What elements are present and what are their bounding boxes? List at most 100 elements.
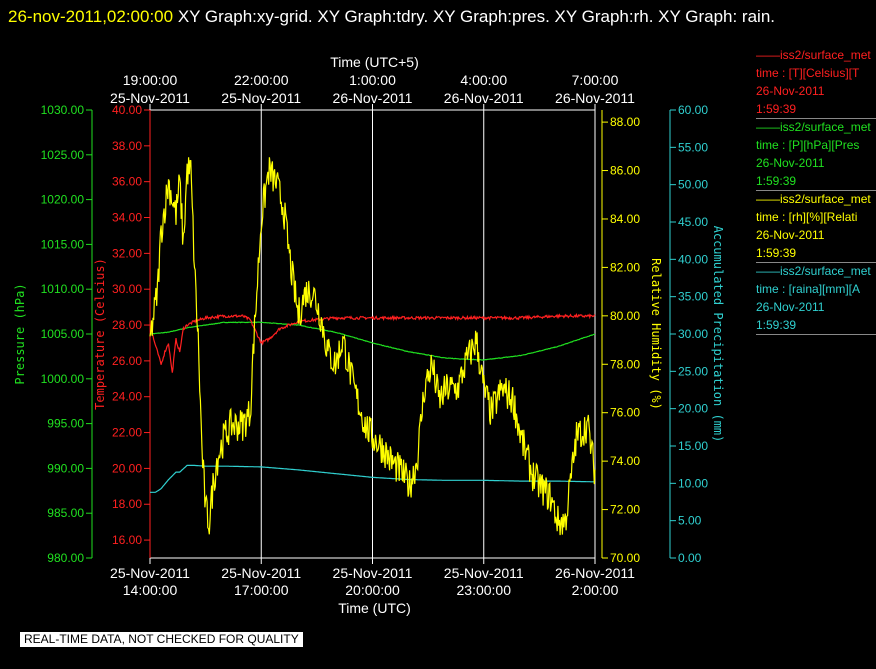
precip-tick-label: 60.00 <box>678 103 708 117</box>
legend-line: 26-Nov-2011 <box>756 228 825 242</box>
precip-axis-label: Accumulated Precipitation (mm) <box>711 226 725 443</box>
timestamp: 26-nov-2011,02:00:00 <box>8 7 174 26</box>
temperature-tick-label: 36.00 <box>112 175 142 189</box>
precip-tick-label: 20.00 <box>678 402 708 416</box>
x-bottom-tick-time: 17:00:00 <box>234 582 289 598</box>
x-bottom-tick-date: 25-Nov-2011 <box>221 565 301 581</box>
temperature-tick-label: 24.00 <box>112 390 142 404</box>
x-top-tick-date: 26-Nov-2011 <box>444 90 524 106</box>
legend-line: ——iss2/surface_met <box>756 120 871 134</box>
temperature-tick-label: 16.00 <box>112 533 142 547</box>
graph-list: XY Graph:xy-grid. XY Graph:tdry. XY Grap… <box>173 7 776 26</box>
legend-line: 1:59:39 <box>756 100 876 119</box>
title-bar: 26-nov-2011,02:00:00 XY Graph:xy-grid. X… <box>8 2 868 31</box>
pressure-tick-label: 985.00 <box>47 506 84 520</box>
pressure-tick-label: 1000.00 <box>41 372 85 386</box>
legend-line: 26-Nov-2011 <box>756 84 825 98</box>
precip-tick-label: 55.00 <box>678 140 708 154</box>
humidity-tick-label: 82.00 <box>610 260 640 274</box>
humidity-tick-label: 86.00 <box>610 164 640 178</box>
pressure-tick-label: 1010.00 <box>41 282 85 296</box>
quality-notice: REAL-TIME DATA, NOT CHECKED FOR QUALITY <box>20 632 303 647</box>
x-bottom-axis-label: Time (UTC) <box>338 600 411 616</box>
x-bottom-tick-time: 2:00:00 <box>572 582 619 598</box>
x-top-tick-date: 26-Nov-2011 <box>333 90 413 106</box>
legend-line: 1:59:39 <box>756 244 876 263</box>
x-bottom-tick-time: 23:00:00 <box>457 582 512 598</box>
legend-line: ——iss2/surface_met <box>756 192 871 206</box>
humidity-tick-label: 76.00 <box>610 406 640 420</box>
precip-tick-label: 35.00 <box>678 290 708 304</box>
pressure-tick-label: 995.00 <box>47 417 84 431</box>
x-top-tick-time: 4:00:00 <box>460 72 507 88</box>
x-top-axis-label: Time (UTC+5) <box>330 54 419 70</box>
temperature-tick-label: 30.00 <box>112 282 142 296</box>
series-line <box>149 312 596 373</box>
x-top-tick-date: 25-Nov-2011 <box>221 90 301 106</box>
series-line <box>149 321 596 361</box>
temperature-tick-label: 18.00 <box>112 497 142 511</box>
temperature-tick-label: 26.00 <box>112 354 142 368</box>
series-line <box>149 157 596 536</box>
pressure-axis-label: Pressure (hPa) <box>13 283 27 384</box>
legend-line: 26-Nov-2011 <box>756 156 825 170</box>
precip-tick-label: 50.00 <box>678 178 708 192</box>
humidity-tick-label: 84.00 <box>610 212 640 226</box>
x-bottom-tick-time: 14:00:00 <box>123 582 178 598</box>
pressure-tick-label: 1005.00 <box>41 327 85 341</box>
temperature-tick-label: 28.00 <box>112 318 142 332</box>
legend-line: 1:59:39 <box>756 172 876 191</box>
legend-line: 26-Nov-2011 <box>756 300 825 314</box>
x-bottom-tick-date: 26-Nov-2011 <box>555 565 635 581</box>
x-top-tick-time: 19:00:00 <box>123 72 178 88</box>
humidity-tick-label: 74.00 <box>610 454 640 468</box>
temperature-tick-label: 32.00 <box>112 246 142 260</box>
temperature-tick-label: 38.00 <box>112 139 142 153</box>
humidity-tick-label: 80.00 <box>610 309 640 323</box>
x-bottom-tick-date: 25-Nov-2011 <box>444 565 524 581</box>
legend-line: 1:59:39 <box>756 316 876 335</box>
x-top-tick-time: 22:00:00 <box>234 72 289 88</box>
legend-line: ——iss2/surface_met <box>756 48 871 62</box>
pressure-tick-label: 1030.00 <box>41 103 85 117</box>
pressure-tick-label: 1020.00 <box>41 193 85 207</box>
pressure-tick-label: 990.00 <box>47 461 84 475</box>
temperature-tick-label: 34.00 <box>112 211 142 225</box>
legend-line: ——iss2/surface_met <box>756 264 871 278</box>
x-top-tick-date: 25-Nov-2011 <box>110 90 190 106</box>
series-line <box>150 464 595 493</box>
precip-tick-label: 45.00 <box>678 215 708 229</box>
humidity-tick-label: 88.00 <box>610 115 640 129</box>
x-top-tick-time: 7:00:00 <box>572 72 619 88</box>
temperature-axis-label: Temperature (Celsius) <box>93 258 107 410</box>
precip-tick-label: 5.00 <box>678 514 702 528</box>
x-bottom-tick-time: 20:00:00 <box>345 582 400 598</box>
humidity-tick-label: 70.00 <box>610 551 640 565</box>
temperature-tick-label: 40.00 <box>112 103 142 117</box>
x-bottom-tick-date: 25-Nov-2011 <box>333 565 413 581</box>
precip-tick-label: 0.00 <box>678 551 702 565</box>
legend-line: time : [T][Celsius][T <box>756 66 860 80</box>
pressure-tick-label: 1025.00 <box>41 148 85 162</box>
humidity-tick-label: 72.00 <box>610 503 640 517</box>
pressure-tick-label: 1015.00 <box>41 237 85 251</box>
x-bottom-tick-date: 25-Nov-2011 <box>110 565 190 581</box>
legend-line: time : [raina][mm][A <box>756 282 861 296</box>
legend-line: time : [P][hPa][Pres <box>756 138 860 152</box>
precip-tick-label: 30.00 <box>678 327 708 341</box>
x-top-tick-date: 26-Nov-2011 <box>555 90 635 106</box>
precip-tick-label: 40.00 <box>678 252 708 266</box>
precip-tick-label: 10.00 <box>678 476 708 490</box>
precip-tick-label: 25.00 <box>678 364 708 378</box>
legend-line: time : [rh][%][Relati <box>756 210 858 224</box>
temperature-tick-label: 22.00 <box>112 426 142 440</box>
temperature-tick-label: 20.00 <box>112 461 142 475</box>
precip-tick-label: 15.00 <box>678 439 708 453</box>
x-top-tick-time: 1:00:00 <box>349 72 396 88</box>
pressure-tick-label: 980.00 <box>47 551 84 565</box>
